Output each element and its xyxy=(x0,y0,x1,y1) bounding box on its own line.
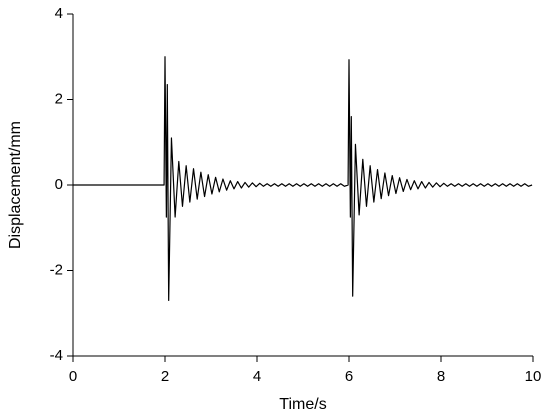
y-tick-label: -2 xyxy=(50,261,63,278)
x-tick-label: 4 xyxy=(253,368,261,385)
x-tick-label: 0 xyxy=(69,368,77,385)
x-tick-label: 8 xyxy=(437,368,445,385)
y-tick-label: 2 xyxy=(55,90,63,107)
y-tick-label: 4 xyxy=(55,5,63,22)
x-tick-label: 10 xyxy=(525,368,542,385)
x-axis-label: Time/s xyxy=(279,396,326,413)
y-axis-label: Displacement/mm xyxy=(7,121,24,249)
x-tick-label: 2 xyxy=(161,368,169,385)
y-tick-label: -4 xyxy=(50,347,63,364)
x-tick-label: 6 xyxy=(345,368,353,385)
data-line xyxy=(73,56,533,302)
y-tick-label: 0 xyxy=(55,176,63,193)
